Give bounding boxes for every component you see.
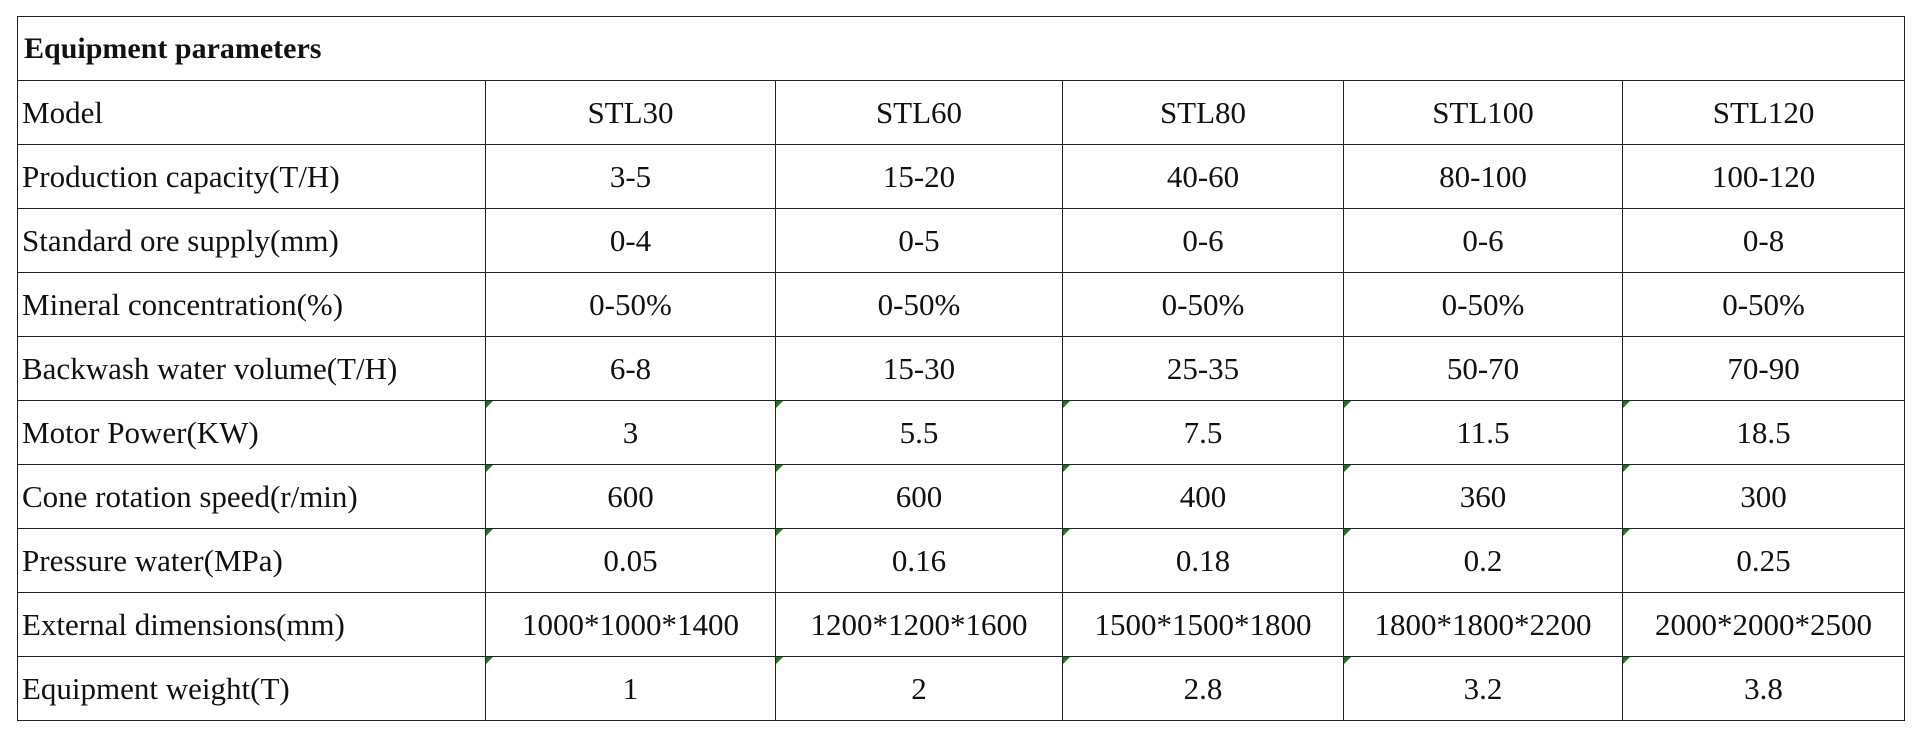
cell: 0.18 xyxy=(1062,528,1344,593)
cell: STL120 xyxy=(1621,80,1906,145)
row-label: Equipment weight(T) xyxy=(17,656,486,721)
row-label: Motor Power(KW) xyxy=(17,400,486,465)
data-row: Equipment weight(T) 1 2 2.8 3.2 3.8 xyxy=(17,656,1906,721)
data-row: Standard ore supply(mm) 0-4 0-5 0-6 0-6 0-8 xyxy=(17,208,1906,273)
cell: 3 xyxy=(485,400,776,465)
cell: 2.8 xyxy=(1062,656,1344,721)
data-row: Production capacity(T/H) 3-5 15-20 40-60 80-… xyxy=(17,144,1906,209)
row-label: Cone rotation speed(r/min) xyxy=(17,464,486,529)
cell: 0.05 xyxy=(485,528,776,593)
data-row: External dimensions(mm) 1000*1000*1400 120… xyxy=(17,592,1906,657)
data-row: Cone rotation speed(r/min) 600 600 400 360 30… xyxy=(17,464,1906,529)
cell: STL60 xyxy=(775,80,1063,145)
cell: 40-60 xyxy=(1062,144,1344,209)
cell: 6-8 xyxy=(485,336,776,401)
row-label: Production capacity(T/H) xyxy=(17,144,486,209)
row-label: Pressure water(MPa) xyxy=(17,528,486,593)
cell: 15-20 xyxy=(775,144,1063,209)
cell: 0-50% xyxy=(1343,272,1623,337)
table-body: Equipment parameters Model STL30 STL60 STL8… xyxy=(16,16,1906,721)
cell: 50-70 xyxy=(1343,336,1623,401)
cell: STL30 xyxy=(485,80,776,145)
cell: STL100 xyxy=(1343,80,1623,145)
cell: 1200*1200*1600 xyxy=(775,592,1063,657)
cell: 0.25 xyxy=(1621,528,1906,593)
cell: 80-100 xyxy=(1343,144,1623,209)
data-row: Motor Power(KW) 3 5.5 7.5 11.5 18.5 xyxy=(17,400,1906,465)
cell: 100-120 xyxy=(1621,144,1906,209)
cell: 0-8 xyxy=(1621,208,1906,273)
cell: 5.5 xyxy=(775,400,1063,465)
data-row: Pressure water(MPa) 0.05 0.16 0.18 0.2 0.25 xyxy=(17,528,1906,593)
cell: 300 xyxy=(1621,464,1906,529)
cell: 70-90 xyxy=(1621,336,1906,401)
cell: 0-6 xyxy=(1343,208,1623,273)
cell: 400 xyxy=(1062,464,1344,529)
cell: 0.16 xyxy=(775,528,1063,593)
cell: 0.2 xyxy=(1343,528,1623,593)
cell: 15-30 xyxy=(775,336,1063,401)
cell: 11.5 xyxy=(1343,400,1623,465)
cell: 0-4 xyxy=(485,208,776,273)
cell: 2 xyxy=(775,656,1063,721)
cell: 3.2 xyxy=(1343,656,1623,721)
row-label: Backwash water volume(T/H) xyxy=(17,336,486,401)
cell: 25-35 xyxy=(1062,336,1344,401)
cell: 1800*1800*2200 xyxy=(1343,592,1623,657)
cell: 0-6 xyxy=(1062,208,1344,273)
cell: 1 xyxy=(485,656,776,721)
data-row: Mineral concentration(%) 0-50% 0-50% 0-50% 0… xyxy=(17,272,1906,337)
row-label: External dimensions(mm) xyxy=(17,592,486,657)
cell: 600 xyxy=(775,464,1063,529)
row-label: Model xyxy=(17,80,486,145)
cell: 600 xyxy=(485,464,776,529)
data-row: Backwash water volume(T/H) 6-8 15-30 25-35 5… xyxy=(17,336,1906,401)
header-row: Model STL30 STL60 STL80 STL100 STL120 xyxy=(17,80,1906,145)
cell: 2000*2000*2500 xyxy=(1621,592,1906,657)
parameter-table: Equipment parameters Model STL30 STL60 STL8… xyxy=(16,16,1906,721)
cell: 1500*1500*1800 xyxy=(1062,592,1344,657)
cell: 0-50% xyxy=(485,272,776,337)
cell: STL80 xyxy=(1062,80,1344,145)
row-label: Standard ore supply(mm) xyxy=(17,208,486,273)
cell: 360 xyxy=(1343,464,1623,529)
cell: 0-50% xyxy=(1621,272,1906,337)
cell: 18.5 xyxy=(1621,400,1906,465)
cell: 0-5 xyxy=(775,208,1063,273)
cell: 7.5 xyxy=(1062,400,1344,465)
cell: 3-5 xyxy=(485,144,776,209)
row-label: Mineral concentration(%) xyxy=(17,272,486,337)
table-title: Equipment parameters xyxy=(16,16,1906,81)
cell: 3.8 xyxy=(1621,656,1906,721)
title-row: Equipment parameters xyxy=(16,16,1906,81)
cell: 1000*1000*1400 xyxy=(485,592,776,657)
cell: 0-50% xyxy=(1062,272,1344,337)
cell: 0-50% xyxy=(775,272,1063,337)
